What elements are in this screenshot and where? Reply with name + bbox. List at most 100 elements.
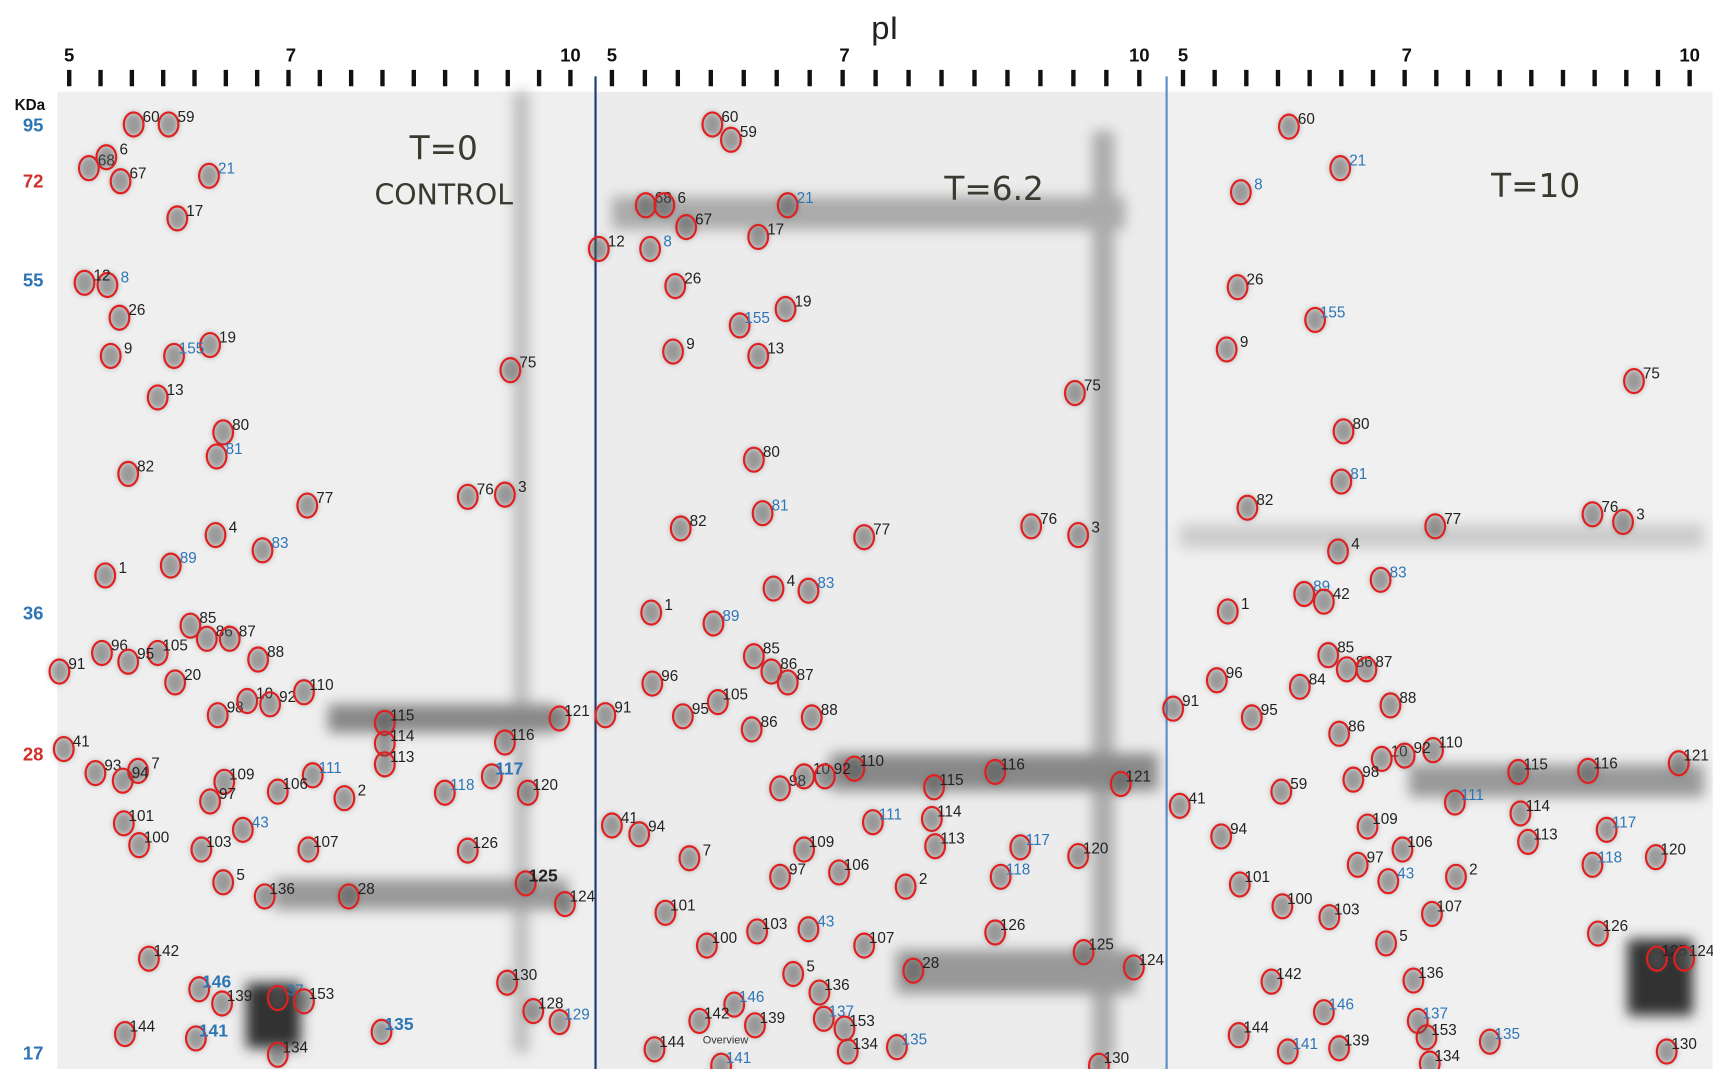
spot-label: 87	[1375, 654, 1392, 671]
spot-label: 142	[154, 943, 179, 960]
spot-label: 12	[93, 267, 110, 284]
spot-label: 95	[692, 701, 709, 718]
spot-label: 26	[128, 302, 145, 319]
spot-label: 80	[232, 417, 249, 434]
spot-label: 107	[1437, 898, 1462, 915]
spot-label: 107	[869, 930, 894, 947]
spot-label: 142	[704, 1005, 729, 1022]
tick-mark	[443, 70, 447, 86]
tick-mark	[412, 70, 416, 86]
spot-label: 103	[206, 834, 231, 851]
y-axis-label: 36	[23, 603, 44, 624]
spot-label: 111	[1461, 787, 1484, 804]
spot-label: 75	[1084, 378, 1101, 395]
spot-label: 19	[795, 293, 812, 310]
spot-label: 75	[1643, 366, 1660, 383]
spot-label: 144	[1243, 1020, 1269, 1037]
tick-mark	[1307, 70, 1311, 86]
spot-label: 111	[319, 760, 342, 777]
spot-label: 141	[726, 1050, 751, 1067]
tick-mark	[380, 70, 384, 86]
spot-label: 85	[199, 610, 216, 627]
tick-mark	[286, 70, 290, 86]
spot-label: 9	[1240, 334, 1249, 351]
spot-label: 113	[390, 749, 414, 766]
spot-label: 4	[229, 520, 238, 537]
spot-label: 19	[219, 330, 236, 347]
tick-mark	[709, 70, 713, 86]
tick-mark	[474, 70, 478, 86]
spot-label: 144	[130, 1019, 156, 1036]
spot-label: 117	[1026, 832, 1050, 849]
tick-mark	[807, 70, 811, 86]
spot-label: 111	[879, 807, 902, 824]
spot-label: 153	[849, 1013, 874, 1030]
spot-label: 26	[684, 271, 701, 288]
spot-label: 109	[809, 834, 834, 851]
tick-mark	[1497, 70, 1501, 86]
spot-label: 100	[1287, 891, 1312, 908]
spot-label: 88	[267, 644, 284, 661]
spot-label: 139	[760, 1010, 785, 1027]
spot-label: 134	[283, 1039, 309, 1056]
tick-mark	[742, 70, 746, 86]
spot-label: 12	[608, 233, 625, 250]
spot-label: 1	[664, 597, 673, 614]
tick-mark	[873, 70, 877, 86]
spot-label: 110	[860, 753, 884, 770]
spot-label: 144	[659, 1034, 685, 1051]
spot-label: 8	[1254, 177, 1263, 194]
tick-mark	[1592, 70, 1596, 86]
tick-mark	[1687, 70, 1691, 86]
spot-label: 124	[1689, 943, 1713, 960]
spot-label: 94	[1230, 821, 1247, 838]
spot-label: 98	[1362, 764, 1379, 781]
tick-mark	[161, 70, 165, 86]
spot-label: 3	[1636, 506, 1645, 523]
spot-label: 115	[390, 707, 414, 724]
spot-label: 97	[219, 786, 236, 803]
spot-label: 110	[309, 677, 333, 694]
tick-mark	[255, 70, 259, 86]
spot-label: 88	[1399, 690, 1416, 707]
spot-label: 8	[121, 269, 129, 286]
spot-label: 134	[1434, 1048, 1460, 1065]
spot-label: 124	[570, 889, 596, 906]
tick-mark	[1624, 70, 1628, 86]
spot-label: 116	[510, 727, 534, 744]
spot-label: 129	[564, 1007, 589, 1024]
panel-time: T=10	[1490, 167, 1580, 205]
spot-label: 155	[744, 310, 769, 327]
spot-label: 116	[1000, 756, 1024, 773]
spot-label: 141	[1293, 1036, 1318, 1053]
tick-mark	[1212, 70, 1216, 86]
spot-label: 136	[269, 881, 294, 898]
spot-label: 115	[1524, 756, 1548, 773]
spot-label: 28	[922, 955, 939, 972]
panel-time: T=6.2	[943, 170, 1044, 208]
annotation: Overview	[703, 1034, 749, 1046]
spot-label: 118	[1598, 849, 1622, 866]
spot-label: 95	[137, 646, 154, 663]
tick-mark	[537, 70, 541, 86]
spot-label: 153	[309, 986, 334, 1003]
page: {"title":"pI", "y_axis":{"unit":"KDa","l…	[0, 0, 1713, 1069]
x-axis-label: 5	[1178, 45, 1188, 66]
spot-label: 85	[1337, 640, 1354, 657]
tick-mark	[643, 70, 647, 86]
spot-label: 121	[564, 703, 589, 720]
y-axis-label: 28	[23, 744, 44, 765]
spot-label: 6	[678, 190, 687, 207]
spot-label: 91	[1182, 693, 1199, 710]
spot-label: 100	[144, 830, 169, 847]
spot-label: 103	[1334, 902, 1359, 919]
spot-label: 101	[670, 897, 695, 914]
spot-label: 137	[1422, 1005, 1447, 1022]
spot-label: 83	[271, 535, 288, 552]
spot-label: 41	[1189, 790, 1206, 807]
y-axis-unit: KDa	[15, 97, 46, 114]
spot-label: 84	[1309, 671, 1326, 688]
spot-label: 92	[834, 761, 851, 778]
tick-mark	[676, 70, 680, 86]
spot-label: 109	[1372, 811, 1397, 828]
